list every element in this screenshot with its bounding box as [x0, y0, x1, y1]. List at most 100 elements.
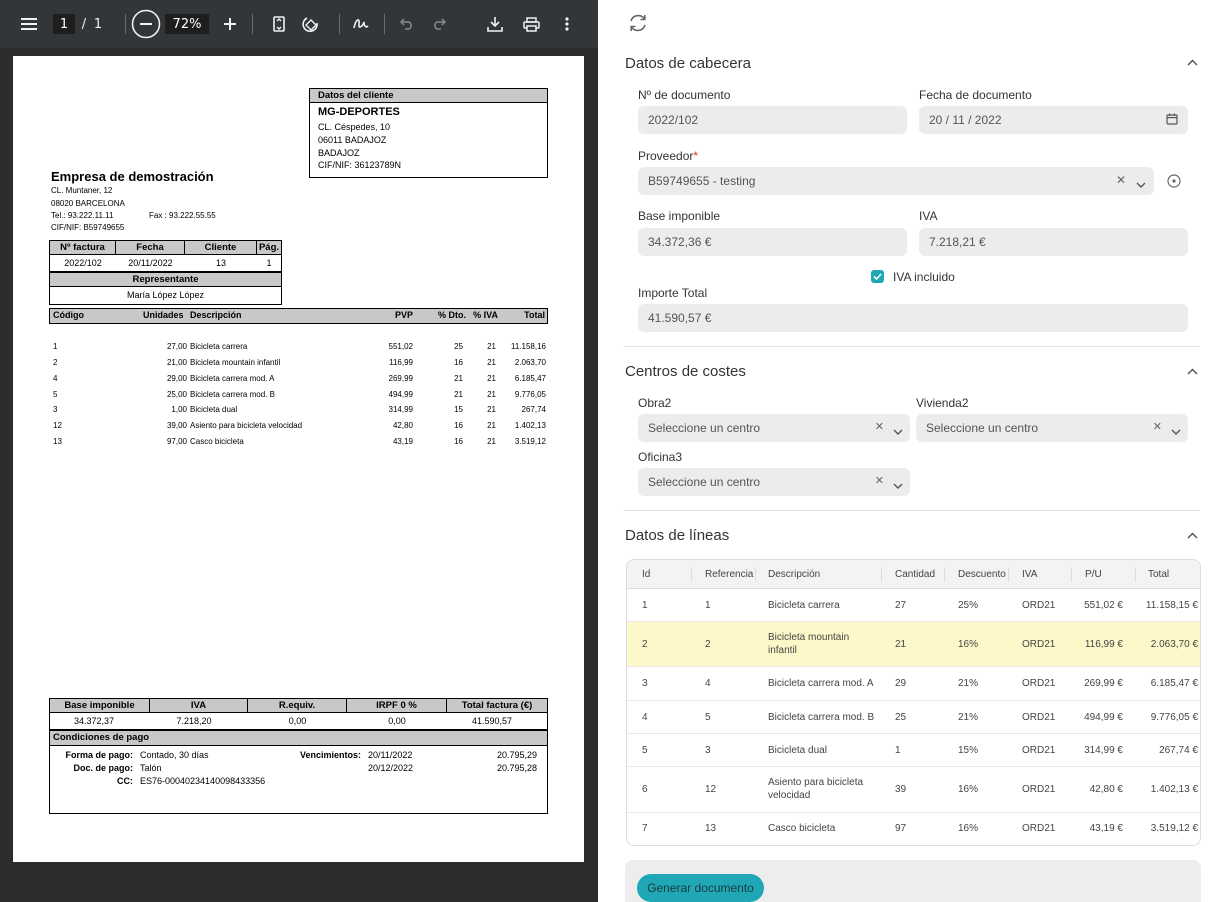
client-line: 06011 BADAJOZ	[318, 135, 387, 145]
page-number-input[interactable]: 1	[53, 14, 75, 34]
line-code: 2	[53, 358, 58, 367]
doc-number-field[interactable]: 2022/102	[638, 106, 907, 134]
payment-box	[49, 730, 548, 814]
page-separator: /	[81, 16, 87, 32]
grid-header-cell[interactable]: Descripción	[768, 569, 821, 580]
provider-value: B59749655 - testing	[648, 174, 756, 188]
table-row[interactable]: 1 1 Bicicleta carrera 27 25% ORD21 551,0…	[627, 589, 1200, 622]
undo-icon[interactable]	[396, 0, 418, 48]
collapse-chevron-icon[interactable]	[1187, 57, 1198, 69]
line-dto: 16	[454, 421, 463, 430]
refresh-icon[interactable]	[627, 12, 649, 34]
info-header: Nº factura	[50, 241, 116, 255]
line-units: 39,00	[166, 421, 187, 430]
cell-iva: ORD21	[1022, 639, 1056, 650]
total-amount-label: Importe Total	[638, 286, 708, 300]
base-field[interactable]: 34.372,36 €	[638, 228, 907, 256]
calendar-icon[interactable]	[1166, 113, 1178, 128]
client-line: CL. Céspedes, 10	[318, 122, 391, 132]
line-dto: 21	[454, 374, 463, 383]
due-date: 20/11/2022	[368, 750, 413, 760]
info-value: 1	[266, 258, 272, 268]
pdf-scrollbar[interactable]	[585, 48, 598, 902]
grid-header-cell[interactable]: Cantidad	[895, 569, 936, 580]
rotate-icon[interactable]	[299, 0, 323, 48]
oficina-select[interactable]: Seleccione un centro ✕	[638, 468, 910, 496]
grid-header-cell[interactable]: Referencia	[705, 569, 754, 580]
download-icon[interactable]	[483, 0, 507, 48]
table-row[interactable]: 3 4 Bicicleta carrera mod. A 29 21% ORD2…	[627, 667, 1200, 701]
fit-page-icon[interactable]	[268, 0, 290, 48]
redo-icon[interactable]	[428, 0, 450, 48]
doc-date-field[interactable]: 20 / 11 / 2022	[919, 106, 1188, 134]
line-desc: Asiento para bicicleta velocidad	[190, 421, 303, 430]
chevron-down-icon[interactable]	[893, 424, 903, 438]
collapse-chevron-icon[interactable]	[1187, 366, 1198, 378]
payment-cc-value: ES76-00040234140098433356	[140, 776, 266, 786]
section-divider	[623, 346, 1200, 347]
more-options-icon[interactable]	[557, 0, 577, 48]
line-total: 11.158,16	[511, 342, 546, 351]
payment-doc-value: Talón	[140, 763, 162, 773]
grid-header-cell[interactable]: P/U	[1085, 569, 1102, 580]
table-row[interactable]: 2 2 Bicicleta mountain infantil 21 16% O…	[627, 622, 1200, 667]
grid-header-cell[interactable]: Total	[1148, 569, 1170, 580]
clear-icon[interactable]: ✕	[1152, 421, 1162, 433]
collapse-chevron-icon[interactable]	[1187, 530, 1198, 542]
cell-id: 7	[642, 823, 648, 834]
zoom-out-icon[interactable]	[130, 0, 162, 48]
payment-form-label: Forma de pago:	[65, 750, 133, 760]
zoom-in-icon[interactable]	[218, 0, 242, 48]
line-iva: 21	[487, 405, 496, 414]
chevron-down-icon[interactable]	[1171, 424, 1181, 438]
clear-icon[interactable]: ✕	[1115, 173, 1126, 187]
cell-id: 5	[642, 745, 648, 756]
pdf-line-row: 4 29,00 Bicicleta carrera mod. A 269,99 …	[13, 374, 584, 386]
menu-icon[interactable]	[14, 0, 44, 48]
iva-included-checkbox[interactable]	[871, 270, 884, 283]
iva-included-label: IVA incluido	[893, 270, 955, 284]
line-iva: 21	[487, 358, 496, 367]
table-row[interactable]: 4 5 Bicicleta carrera mod. B 25 21% ORD2…	[627, 701, 1200, 734]
doc-number-value: 2022/102	[648, 113, 699, 127]
cell-qty: 25	[895, 712, 907, 723]
generate-document-button[interactable]: Generar documento	[637, 874, 764, 902]
clear-icon[interactable]: ✕	[874, 475, 884, 487]
obra-placeholder: Seleccione un centro	[648, 421, 761, 435]
line-units: 29,00	[166, 374, 187, 383]
table-row[interactable]: 5 3 Bicicleta dual 1 15% ORD21 314,99 € …	[627, 734, 1200, 767]
table-row[interactable]: 6 12 Asiento para bicicleta velocidad 39…	[627, 767, 1200, 813]
company-line: CL. Muntaner, 12	[51, 186, 113, 195]
line-desc: Bicicleta carrera	[190, 342, 248, 351]
table-row[interactable]: 7 13 Casco bicicleta 97 16% ORD21 43,19 …	[627, 813, 1200, 845]
iva-field[interactable]: 7.218,21 €	[919, 228, 1188, 256]
cell-ref: 13	[705, 823, 717, 834]
zoom-level-input[interactable]: 72%	[165, 14, 209, 34]
add-provider-icon[interactable]	[1167, 174, 1181, 188]
cell-qty: 1	[895, 745, 901, 756]
line-pvp: 494,99	[388, 390, 413, 399]
total-amount-field[interactable]: 41.590,57 €	[638, 304, 1188, 332]
cell-total: 3.519,12 €	[1150, 823, 1198, 834]
cell-desc: Asiento para bicicleta velocidad	[768, 777, 864, 801]
line-iva: 21	[487, 437, 496, 446]
print-icon[interactable]	[519, 0, 543, 48]
line-dto: 16	[454, 437, 463, 446]
provider-select[interactable]: B59749655 - testing ✕	[638, 167, 1154, 195]
grid-header-cell[interactable]: Descuento	[958, 569, 1006, 580]
cell-discount: 21%	[958, 712, 979, 723]
line-total: 3.519,12	[514, 437, 546, 446]
line-units: 25,00	[166, 390, 187, 399]
section-title-costes: Centros de costes	[625, 363, 746, 380]
invoice-info-box	[49, 240, 282, 272]
annotate-icon[interactable]	[349, 0, 373, 48]
chevron-down-icon[interactable]	[893, 478, 903, 492]
info-value: 13	[215, 258, 226, 268]
totals-header: Total factura (€)	[447, 699, 547, 713]
obra-select[interactable]: Seleccione un centro ✕	[638, 414, 910, 442]
grid-header-cell[interactable]: IVA	[1022, 569, 1038, 580]
chevron-down-icon[interactable]	[1136, 177, 1146, 191]
vivienda-select[interactable]: Seleccione un centro ✕	[916, 414, 1188, 442]
clear-icon[interactable]: ✕	[874, 421, 884, 433]
grid-header-cell[interactable]: Id	[642, 569, 651, 580]
